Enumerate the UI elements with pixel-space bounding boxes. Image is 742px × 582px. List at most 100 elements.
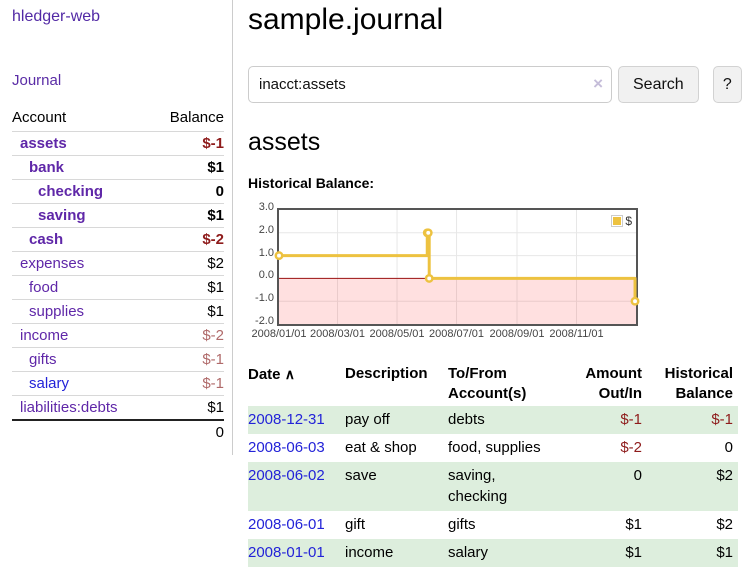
account-row: bank $1 xyxy=(12,155,224,180)
sidebar-item-journal[interactable]: Journal xyxy=(12,72,62,89)
account-balance: $1 xyxy=(152,299,224,324)
transaction-description: gift xyxy=(345,516,366,533)
transaction-date-link[interactable]: 2008-06-01 xyxy=(248,516,325,533)
y-axis-tick: 3.0 xyxy=(258,201,274,213)
transaction-date-link[interactable]: 2008-12-31 xyxy=(248,411,325,428)
register-row: 2008-06-03 eat & shop food, supplies $-2 0 xyxy=(248,434,738,462)
account-balance: $-2 xyxy=(152,227,224,252)
x-axis-tick: 2008/11/01 xyxy=(549,328,604,340)
account-link-gifts[interactable]: gifts xyxy=(29,351,57,368)
account-link-assets[interactable]: assets xyxy=(20,135,67,152)
account-balance: $1 xyxy=(152,155,224,180)
legend-label: $ xyxy=(625,214,632,228)
y-axis-tick: -1.0 xyxy=(255,292,274,305)
transaction-accounts: saving, checking xyxy=(448,467,508,505)
account-row: cash $-2 xyxy=(12,227,224,252)
y-axis-tick: -2.0 xyxy=(255,315,274,327)
transaction-description: pay off xyxy=(345,411,390,428)
account-link-food[interactable]: food xyxy=(29,279,59,296)
x-axis-tick: 2008/05/01 xyxy=(369,328,425,340)
accounts-table: Account Balance assets $-1 bank $1 checking 0… xyxy=(12,106,224,444)
chart-plot-area: $ xyxy=(274,208,640,326)
register-table: Date ∧ Description To/From Account(s) Am… xyxy=(248,362,738,567)
account-link-liabilities-debts[interactable]: liabilities:debts xyxy=(20,399,118,416)
account-row: assets $-1 xyxy=(12,131,224,156)
transaction-balance: 0 xyxy=(724,439,733,456)
historical-balance-chart: $ 3.0 2.0 1.0 0.0 -1.0 -2.0 2008/01/01 2008/03/… xyxy=(248,200,688,342)
sidebar-nav: Journal xyxy=(12,72,224,90)
account-balance: $-1 xyxy=(152,371,224,396)
app-brand: hledger-web xyxy=(12,8,224,26)
register-header-description: Description xyxy=(345,365,428,382)
y-axis-tick: 1.0 xyxy=(258,246,274,259)
accounts-header-account: Account xyxy=(12,109,67,126)
account-row: saving $1 xyxy=(12,203,224,228)
search-button[interactable]: Search xyxy=(618,66,699,103)
x-axis-tick: 2008/03/01 xyxy=(309,328,366,340)
account-balance: 0 xyxy=(152,179,224,204)
transaction-description: income xyxy=(345,544,394,561)
transaction-date-link[interactable]: 2008-01-01 xyxy=(248,544,325,561)
account-link-expenses[interactable]: expenses xyxy=(20,255,85,272)
account-balance: $-1 xyxy=(152,131,224,156)
page-title: sample.journal xyxy=(248,3,444,36)
account-row: gifts $-1 xyxy=(12,347,224,372)
account-row: checking 0 xyxy=(12,179,224,204)
x-axis-tick: 2008/07/01 xyxy=(428,328,485,340)
account-link-saving[interactable]: saving xyxy=(38,207,86,224)
x-axis-tick: 2008/09/01 xyxy=(489,328,545,340)
account-link-income[interactable]: income xyxy=(20,327,69,344)
transaction-accounts: debts xyxy=(448,411,485,428)
transaction-description: eat & shop xyxy=(345,439,417,456)
account-balance: $1 xyxy=(152,275,224,300)
sort-ascending-icon: ∧ xyxy=(284,366,295,382)
account-link-cash[interactable]: cash xyxy=(29,231,64,248)
account-row: liabilities:debts $1 xyxy=(12,395,224,420)
account-link-checking[interactable]: checking xyxy=(38,183,104,200)
transaction-amount: $-2 xyxy=(620,439,642,456)
register-row: 2008-06-01 gift gifts $1 $2 xyxy=(248,511,738,539)
transaction-amount: $-1 xyxy=(620,411,642,428)
transaction-date-link[interactable]: 2008-06-03 xyxy=(248,439,325,456)
transaction-amount: 0 xyxy=(633,467,642,484)
transaction-date-link[interactable]: 2008-06-02 xyxy=(248,467,325,484)
y-axis-tick: 2.0 xyxy=(258,223,274,236)
register-header-amount: Amount Out/In xyxy=(585,365,642,402)
transaction-accounts: salary xyxy=(448,544,489,561)
account-balance: $1 xyxy=(152,203,224,228)
chart-canvas xyxy=(274,210,640,324)
register-row: 2008-01-01 income salary $1 $1 xyxy=(248,539,738,567)
account-balance: $-1 xyxy=(152,347,224,372)
main-content: sample.journal × Search ? assets Histori… xyxy=(248,0,742,567)
accounts-total: 0 xyxy=(152,419,224,444)
account-balance: $-2 xyxy=(152,323,224,348)
brand-link[interactable]: hledger-web xyxy=(12,8,101,25)
x-axis-tick: 2008/01/01 xyxy=(251,328,307,340)
transaction-balance: $1 xyxy=(716,544,733,561)
search-form: × Search ? xyxy=(248,66,742,103)
search-input[interactable] xyxy=(248,66,612,103)
chart-legend: $ xyxy=(610,213,633,229)
register-header-tofrom: To/From Account(s) xyxy=(448,365,527,402)
accounts-header-balance: Balance xyxy=(169,109,224,126)
account-row: supplies $1 xyxy=(12,299,224,324)
help-button[interactable]: ? xyxy=(712,66,742,103)
register-header-balance: Historical Balance xyxy=(664,365,733,402)
y-axis-tick: 0.0 xyxy=(258,269,274,282)
clear-search-icon[interactable]: × xyxy=(593,74,603,93)
account-row: expenses $2 xyxy=(12,251,224,276)
register-header-date[interactable]: Date ∧ xyxy=(248,366,295,383)
accounts-total-row: 0 xyxy=(12,419,224,444)
account-link-salary[interactable]: salary xyxy=(29,375,70,392)
account-balance: $2 xyxy=(152,251,224,276)
transaction-balance: $2 xyxy=(716,467,733,484)
account-link-bank[interactable]: bank xyxy=(29,159,65,176)
transaction-accounts: food, supplies xyxy=(448,439,541,456)
sidebar: hledger-web Journal Account Balance asse… xyxy=(0,0,233,455)
transaction-amount: $1 xyxy=(625,544,642,561)
account-link-supplies[interactable]: supplies xyxy=(29,303,85,320)
register-table-body: 2008-12-31 pay off debts $-1 $-1 2008-06-03 ea… xyxy=(248,406,738,567)
transaction-amount: $1 xyxy=(625,516,642,533)
transaction-balance: $2 xyxy=(716,516,733,533)
transaction-description: save xyxy=(345,467,377,484)
